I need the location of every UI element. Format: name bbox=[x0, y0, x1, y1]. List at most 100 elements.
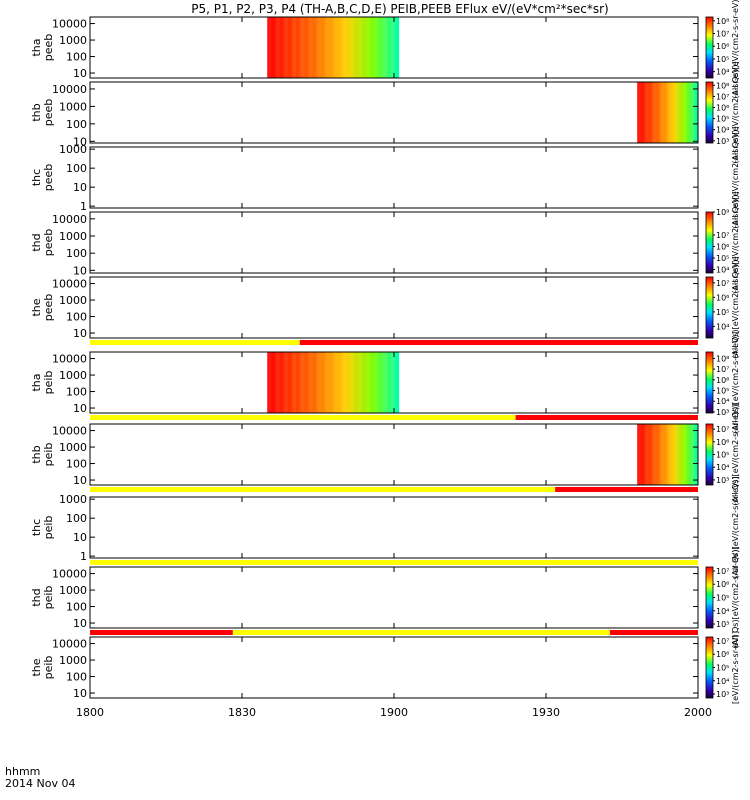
y-tick-label: 1 bbox=[80, 550, 87, 563]
colorbar-tick-label: 10⁷ bbox=[716, 637, 729, 646]
y-tick-label: 100 bbox=[66, 247, 87, 260]
colorbar-tick-label: 10⁴ bbox=[716, 607, 729, 616]
panel-ylabel-line: the bbox=[30, 658, 43, 676]
panel-thb-peib: 10000 1000 100 10 thbpeib 10⁷ 10⁶ 10⁵ 10⁴ 10³ (All… bbox=[30, 403, 740, 505]
colorbar bbox=[705, 636, 714, 699]
y-tick-label: 1000 bbox=[59, 294, 87, 307]
colorbar-tick-label: 10⁸ bbox=[716, 17, 729, 26]
spectrogram-stripe bbox=[382, 17, 387, 78]
colorbar bbox=[705, 81, 714, 144]
spectrogram-stripe bbox=[357, 17, 363, 78]
colorbar-tick-label: 10⁵ bbox=[716, 387, 729, 396]
colorbar-label: (All Qs)[eV/(cm2-s-sr-eV)] bbox=[731, 403, 740, 505]
colorbar-tick-label: 10⁷ bbox=[716, 365, 729, 374]
panel-ylabel: thapeib bbox=[30, 371, 55, 395]
state-bar-segment bbox=[515, 415, 698, 420]
y-tick-label: 10000 bbox=[52, 353, 87, 366]
colorbar-tick-label: 10⁷ bbox=[716, 30, 729, 39]
colorbar-tick-label: 10⁶ bbox=[716, 293, 729, 302]
time-axis: hhmm 2014 Nov 04 1800 1830 1900 1930 2000 bbox=[5, 706, 712, 790]
time-axis-label-hhmm: hhmm bbox=[5, 765, 40, 778]
spectrogram-stripe bbox=[300, 17, 305, 78]
colorbar-tick-label: 10⁴ bbox=[716, 68, 729, 77]
panel-frame bbox=[89, 81, 699, 144]
panel-ylabel-line: thb bbox=[30, 103, 43, 121]
state-bar-segment bbox=[90, 487, 556, 492]
spectrogram-stripe bbox=[682, 424, 687, 485]
y-tick-label: 100 bbox=[66, 386, 87, 399]
y-tick-label: 100 bbox=[66, 118, 87, 131]
state-bar-segment bbox=[299, 340, 698, 345]
panel-ylabel: thapeeb bbox=[30, 34, 55, 62]
colorbar-label: (All Qs)[eV/(cm2-s-sr-eV)] bbox=[731, 191, 740, 293]
y-tick-label: 1000 bbox=[59, 493, 87, 506]
spectrogram-stripe bbox=[637, 82, 641, 143]
panel-ylabel-line: peib bbox=[42, 656, 55, 680]
panel-thd-peeb: 10000 1000 100 10 thdpeeb 10⁹ 10⁷ 10⁶ 10⁵ 10⁴ (All… bbox=[30, 191, 740, 293]
colorbar-tick-label: 10³ bbox=[716, 408, 729, 417]
colorbar-tick-label: 10⁷ bbox=[716, 92, 729, 101]
colorbar-tick-label: 10⁵ bbox=[716, 55, 729, 64]
y-tick-label: 1000 bbox=[59, 441, 87, 454]
panel-ylabel-line: tha bbox=[30, 38, 43, 56]
panel-ylabel-line: peeb bbox=[42, 99, 55, 127]
panel-thd-peib: 10000 1000 100 10 thdpeib 10⁷ 10⁶ 10⁵ 10⁴ 10³ (All… bbox=[30, 546, 740, 648]
spectrogram-stripe bbox=[652, 424, 657, 485]
state-bar-segment bbox=[90, 415, 516, 420]
panel-frame bbox=[89, 276, 699, 339]
y-tick-label: 10000 bbox=[52, 83, 87, 96]
panel-ylabel-line: peeb bbox=[42, 164, 55, 192]
panel-ylabel: thbpeib bbox=[30, 443, 55, 467]
colorbar-tick-label: 10⁴ bbox=[716, 266, 729, 275]
spectrogram-stripe bbox=[675, 82, 679, 143]
panel-ylabel-line: tha bbox=[30, 373, 43, 391]
spectrogram-block bbox=[637, 424, 698, 485]
panel-ylabel-line: the bbox=[30, 298, 43, 316]
y-tick-label: 1000 bbox=[59, 100, 87, 113]
spectrogram-stripe bbox=[374, 352, 379, 413]
spectrogram-stripe bbox=[366, 352, 371, 413]
spectrogram-stripe bbox=[324, 17, 330, 78]
colorbar-tick-label: 10⁴ bbox=[716, 126, 729, 135]
spectrogram-stripe bbox=[267, 17, 272, 78]
panel-ylabel-line: peeb bbox=[42, 294, 55, 322]
panel-ylabel: thcpeeb bbox=[30, 164, 55, 192]
spectrogram-stripe bbox=[275, 17, 280, 78]
y-tick-label: 10 bbox=[73, 687, 87, 700]
spectrogram-stripe bbox=[316, 17, 321, 78]
spectrogram-stripe bbox=[690, 424, 695, 485]
y-tick-label: 10 bbox=[73, 617, 87, 630]
panel-frame bbox=[89, 566, 699, 629]
colorbar-tick-label: 10⁴ bbox=[716, 677, 729, 686]
colorbar-tick-label: 10⁶ bbox=[716, 243, 729, 252]
panel-ylabel: thdpeib bbox=[30, 586, 55, 610]
panel-frame bbox=[89, 146, 699, 209]
spectrogram-stripe bbox=[690, 82, 695, 143]
spectrogram-stripe bbox=[275, 352, 280, 413]
y-tick-label: 10 bbox=[73, 181, 87, 194]
colorbar-label: (All Qs)[eV/(cm2-s-sr-eV)] bbox=[731, 256, 740, 358]
colorbar-tick-label: 10³ bbox=[716, 137, 729, 146]
colorbar-tick-label: 10⁸ bbox=[716, 81, 729, 90]
y-tick-label: 10000 bbox=[52, 425, 87, 438]
panel-thc-peeb: 1000 100 10 1 thcpeeb (All Qs)[eV/(cm2-s-sr-e… bbox=[30, 126, 740, 228]
spectrogram-stripe bbox=[644, 82, 649, 143]
colorbar-tick-label: 10⁷ bbox=[716, 567, 729, 576]
state-bar-segment bbox=[90, 630, 233, 635]
panel-ylabel: thcpeib bbox=[30, 516, 55, 540]
x-tick-label: 1900 bbox=[380, 706, 408, 719]
spectrogram-stripe bbox=[390, 352, 396, 413]
colorbar bbox=[705, 423, 714, 486]
spectrogram-stripe bbox=[324, 352, 330, 413]
colorbar-tick-label: 10⁶ bbox=[716, 42, 729, 51]
y-tick-label: 10 bbox=[73, 402, 87, 415]
spectrogram-stripe bbox=[357, 352, 363, 413]
colorbar-tick-label: 10⁴ bbox=[716, 322, 729, 331]
colorbar-tick-label: 10³ bbox=[716, 476, 729, 485]
y-tick-label: 1000 bbox=[59, 143, 87, 156]
colorbar-tick-label: 10⁵ bbox=[716, 594, 729, 603]
y-tick-label: 10000 bbox=[52, 213, 87, 226]
y-tick-label: 100 bbox=[66, 512, 87, 525]
